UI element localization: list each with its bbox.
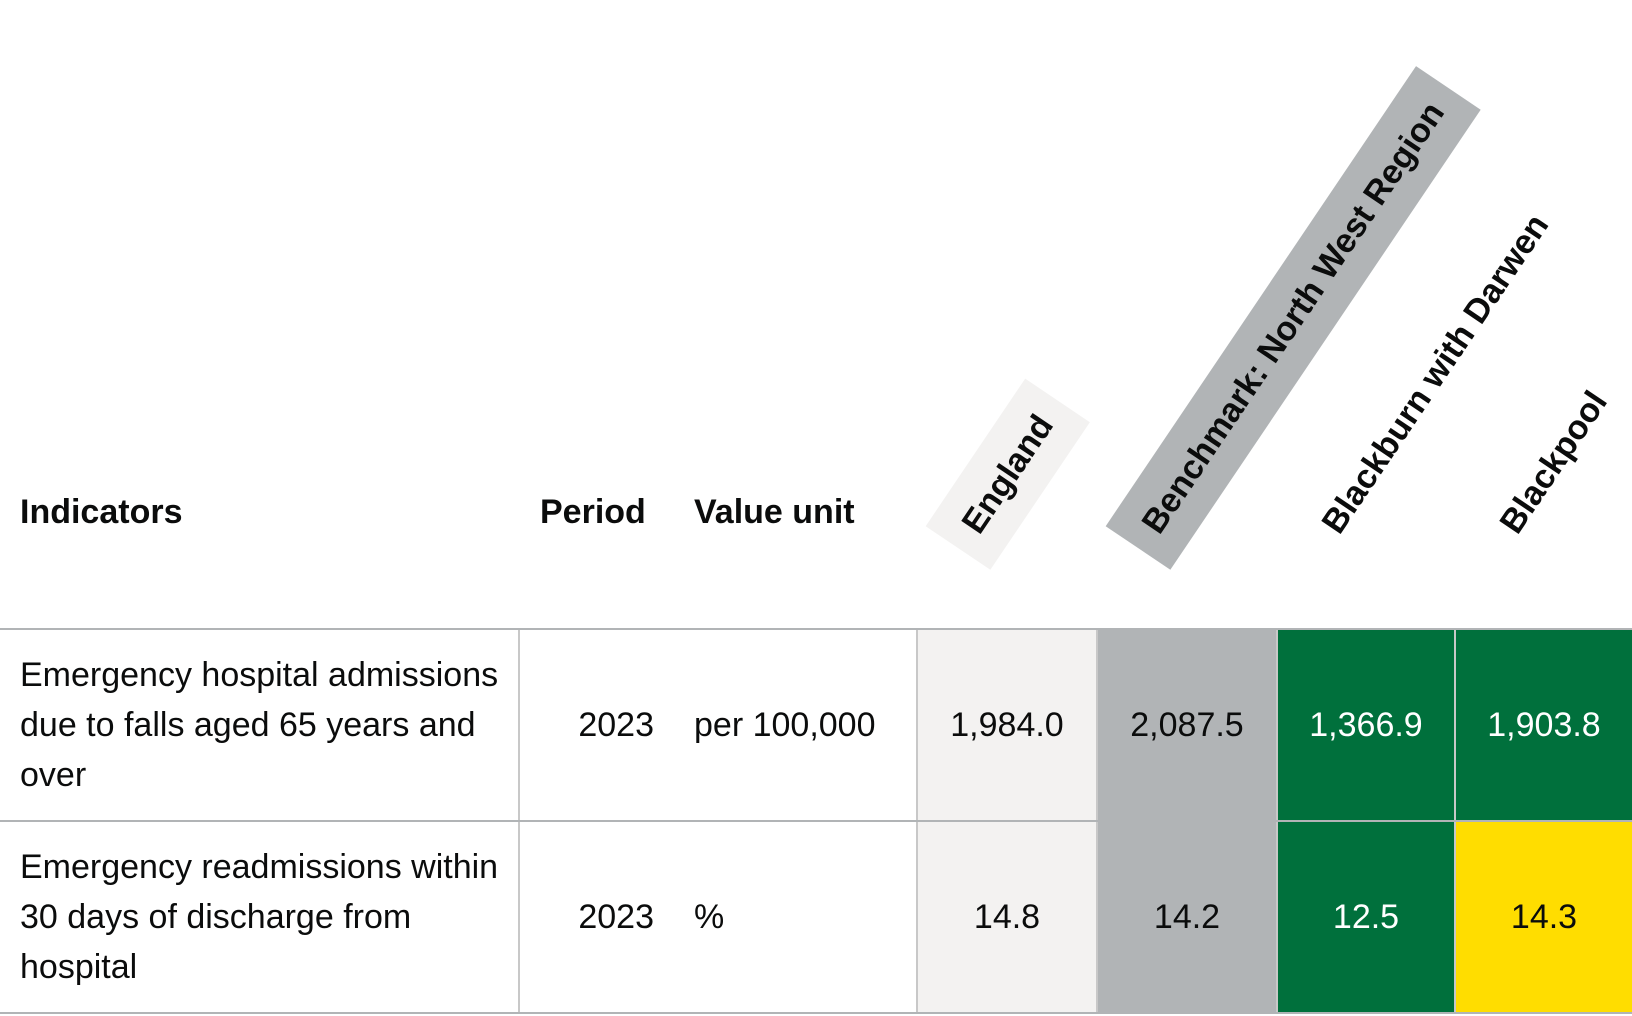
indicator-name[interactable]: Emergency readmissions within 30 days of… <box>0 822 520 1012</box>
area-value-blackpool: 14.3 <box>1456 822 1632 1012</box>
area-value-blackburn: 12.5 <box>1278 822 1456 1012</box>
area-value-blackburn: 1,366.9 <box>1278 630 1456 820</box>
indicator-name[interactable]: Emergency hospital admissions due to fal… <box>0 630 520 820</box>
header-area-blackpool[interactable]: Blackpool <box>1492 384 1615 541</box>
header-divider <box>0 628 1632 630</box>
england-value: 1,984.0 <box>918 630 1098 820</box>
header-england[interactable]: England <box>925 378 1090 570</box>
period-value: 2023 <box>578 897 654 936</box>
table-bottom-border <box>0 1012 1632 1014</box>
benchmark-value: 14.2 <box>1098 822 1278 1012</box>
header-indicators[interactable]: Indicators <box>20 493 183 531</box>
header-period[interactable]: Period <box>540 493 646 531</box>
value-unit: per 100,000 <box>674 630 918 820</box>
england-value: 14.8 <box>918 822 1098 1012</box>
area-value-blackpool: 1,903.8 <box>1456 630 1632 820</box>
table-row: Emergency readmissions within 30 days of… <box>0 822 1632 1012</box>
value-unit: % <box>674 822 918 1012</box>
benchmark-value: 2,087.5 <box>1098 630 1278 820</box>
table-row: Emergency hospital admissions due to fal… <box>0 630 1632 820</box>
row-divider <box>0 820 1632 822</box>
period-value: 2023 <box>578 705 654 744</box>
header-value-unit[interactable]: Value unit <box>694 493 855 531</box>
